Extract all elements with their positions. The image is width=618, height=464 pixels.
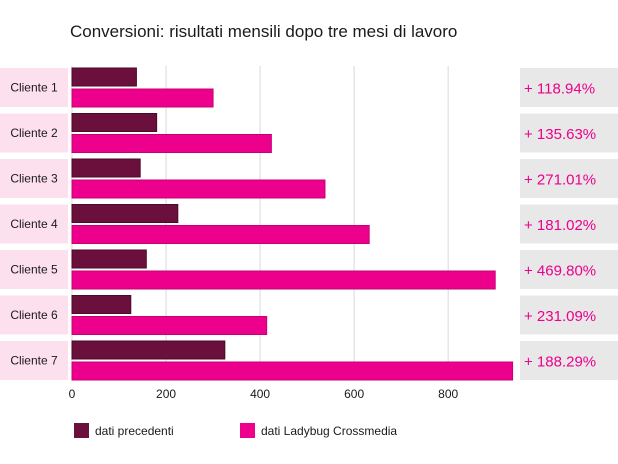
x-axis-ticks: 0 200 400 600 800 (69, 387, 459, 401)
category-label: Cliente 2 (10, 126, 58, 140)
x-tick-label: 600 (344, 387, 364, 401)
category-box (0, 250, 68, 289)
percent-increase-label: + 231.09% (524, 308, 596, 325)
bar-precedenti (71, 158, 141, 178)
category-box (0, 204, 68, 244)
category-label: Cliente 5 (10, 263, 58, 277)
bar-ladybug (71, 361, 514, 381)
bar-precedenti (71, 204, 179, 223)
annotation-box (520, 250, 618, 289)
legend: dati precedenti dati Ladybug Crossmedia (74, 423, 397, 438)
annotation-box (520, 159, 618, 198)
legend-label: dati Ladybug Crossmedia (261, 424, 397, 438)
category-label: Cliente 7 (10, 354, 58, 368)
category-label: Cliente 1 (10, 81, 58, 95)
x-tick-label: 800 (438, 387, 458, 401)
category-box (0, 341, 68, 380)
category-label: Cliente 3 (10, 172, 58, 186)
annotation-box (520, 68, 618, 107)
percent-increase-label: + 469.80% (524, 263, 596, 280)
annotation-box (520, 204, 618, 244)
bar-ladybug (71, 179, 326, 199)
x-tick-label: 400 (250, 387, 270, 401)
bar-ladybug (71, 225, 370, 244)
legend-swatch (74, 423, 89, 438)
percent-increase-label: + 118.94% (524, 81, 595, 98)
category-label: Cliente 4 (10, 217, 58, 231)
x-tick-label: 200 (156, 387, 176, 401)
bar-precedenti (71, 67, 137, 87)
category-box (0, 295, 68, 335)
legend-swatch (240, 423, 255, 438)
bar-ladybug (71, 316, 268, 335)
category-box (0, 68, 68, 107)
percent-increase-label: + 181.02% (524, 217, 596, 234)
bar-ladybug (71, 270, 496, 290)
annotation-box (520, 295, 618, 335)
chart-title: Conversioni: risultati mensili dopo tre … (70, 22, 458, 41)
percent-increase-label: + 135.63% (524, 126, 596, 143)
annotation-box (520, 341, 618, 380)
bars: Cliente 1 + 118.94% Cliente 2 + 135.63% Clie… (0, 67, 618, 381)
category-label: Cliente 6 (10, 308, 58, 322)
bar-ladybug (71, 88, 214, 108)
category-box (0, 113, 68, 153)
bar-precedenti (71, 295, 132, 314)
bar-precedenti (71, 113, 158, 132)
bar-ladybug (71, 134, 272, 153)
percent-increase-label: + 188.29% (524, 354, 596, 371)
category-box (0, 159, 68, 198)
bar-precedenti (71, 249, 147, 269)
legend-label: dati precedenti (95, 424, 174, 438)
annotation-box (520, 113, 618, 153)
bar-precedenti (71, 340, 226, 360)
x-tick-label: 0 (69, 387, 76, 401)
percent-increase-label: + 271.01% (524, 172, 596, 189)
